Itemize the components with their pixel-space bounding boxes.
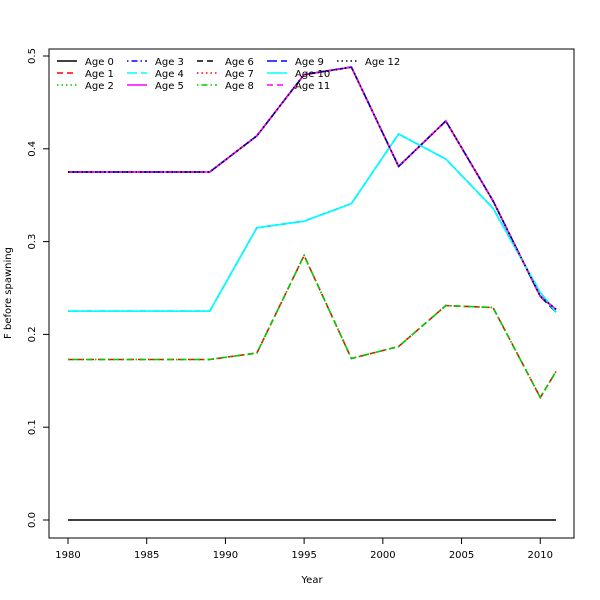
x-tick-label: 1980 bbox=[55, 550, 80, 561]
y-tick-label: 0.4 bbox=[27, 141, 38, 157]
legend-label: Age 10 bbox=[295, 69, 330, 80]
x-tick-label: 2010 bbox=[528, 550, 553, 561]
legend-label: Age 6 bbox=[225, 57, 254, 68]
y-tick-label: 0.2 bbox=[27, 326, 38, 342]
y-axis: 0.0 0.1 0.2 0.3 0.4 0.5 bbox=[27, 48, 49, 528]
series-line-age-9 bbox=[68, 66, 557, 313]
plot-frame bbox=[48, 48, 575, 539]
legend-label: Age 0 bbox=[85, 57, 114, 68]
y-tick-label: 0.1 bbox=[27, 419, 38, 435]
legend-label: Age 1 bbox=[85, 69, 114, 80]
series-line-age-12 bbox=[68, 66, 557, 310]
x-axis: 1980 1985 1990 1995 2000 2005 2010 bbox=[55, 538, 553, 561]
legend-label: Age 11 bbox=[295, 81, 330, 92]
legend-label: Age 8 bbox=[225, 81, 254, 92]
x-tick-label: 1985 bbox=[134, 550, 159, 561]
plot-lines bbox=[68, 66, 557, 521]
y-tick-label: 0.0 bbox=[27, 512, 38, 528]
x-tick-label: 2005 bbox=[449, 550, 474, 561]
x-tick-label: 2000 bbox=[370, 550, 395, 561]
series-line-age-3 bbox=[68, 132, 557, 313]
x-axis-title: Year bbox=[300, 575, 323, 586]
series-line-age-4 bbox=[68, 132, 557, 313]
legend-label: Age 9 bbox=[295, 57, 324, 68]
y-tick-label: 0.3 bbox=[27, 234, 38, 250]
series-line-age-10 bbox=[68, 132, 557, 313]
series-line-age-2 bbox=[68, 253, 557, 400]
legend-label: Age 12 bbox=[365, 57, 400, 68]
legend-label: Age 7 bbox=[225, 69, 254, 80]
x-tick-label: 1995 bbox=[291, 550, 316, 561]
y-tick-label: 0.5 bbox=[27, 48, 38, 64]
series-line-age-8 bbox=[68, 253, 557, 400]
legend-label: Age 4 bbox=[155, 69, 184, 80]
legend-label: Age 2 bbox=[85, 81, 114, 92]
x-tick-label: 1990 bbox=[213, 550, 238, 561]
y-axis-title: F before spawning bbox=[3, 247, 14, 339]
legend-label: Age 5 bbox=[155, 81, 184, 92]
legend-label: Age 3 bbox=[155, 57, 184, 68]
series-line-age-1 bbox=[68, 253, 557, 400]
